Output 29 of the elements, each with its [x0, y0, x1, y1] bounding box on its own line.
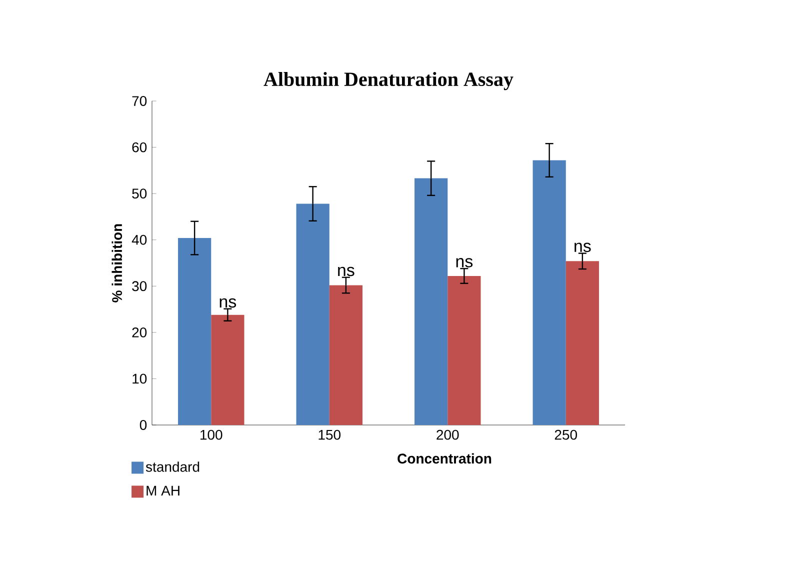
y-tick-label: 60 [132, 142, 147, 152]
y-tick-label: 0 [140, 420, 147, 430]
bar [329, 285, 362, 425]
y-tick-label: 20 [132, 327, 147, 338]
x-tick-label: 250 [554, 430, 577, 440]
x-tick-label: 150 [318, 430, 340, 440]
y-tick-label: 50 [132, 188, 147, 199]
bar [296, 204, 330, 425]
y-tick-label: 30 [132, 281, 147, 292]
x-axis-title: Concentration [398, 453, 492, 464]
bar [532, 160, 566, 425]
chart-title: Albumin Denaturation Assay [264, 72, 514, 90]
legend-label: standard [146, 462, 200, 472]
annotation: ns [338, 266, 354, 276]
bar [211, 314, 244, 425]
bar [178, 238, 212, 425]
bar [414, 178, 448, 425]
annotation: ns [220, 298, 236, 308]
y-tick-label: 70 [132, 96, 147, 106]
x-tick-label: 100 [200, 430, 222, 440]
annotation: ns [456, 258, 473, 268]
y-axis-title: % inhibition [112, 224, 122, 302]
annotation: ns [574, 242, 591, 252]
y-tick-label: 40 [132, 234, 147, 245]
bar [566, 261, 599, 425]
x-tick-label: 200 [436, 430, 459, 440]
legend-label: M AH [146, 486, 180, 496]
y-tick-label: 10 [132, 374, 147, 384]
bar [448, 276, 481, 425]
